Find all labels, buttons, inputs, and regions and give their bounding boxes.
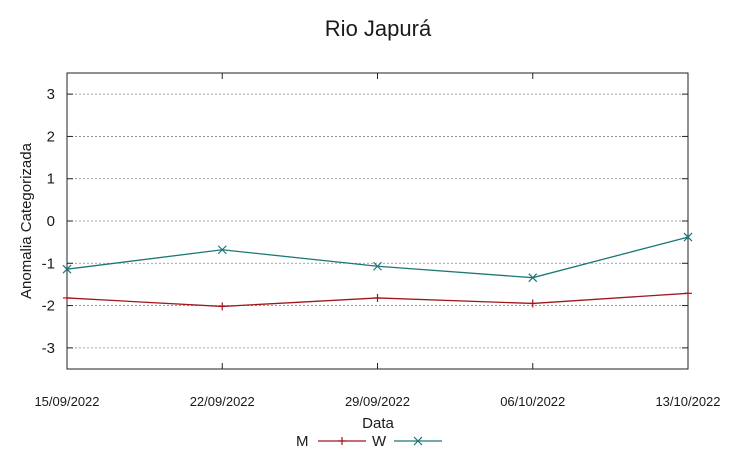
data-point-M: [684, 289, 692, 298]
y-tick-label: 3: [47, 86, 55, 103]
series-line-W: [66, 236, 689, 279]
data-point-W: [217, 245, 227, 255]
x-tick-label: 22/09/2022: [190, 394, 255, 409]
chart-title: Rio Japurá: [325, 16, 432, 41]
y-axis-label: Anomalia Categorizada: [18, 142, 35, 299]
legend-item-W: W: [372, 433, 442, 450]
data-point-M: [373, 293, 382, 302]
x-axis-ticks: 15/09/2022 22/09/2022 29/09/2022 06/10/2022…: [34, 73, 721, 409]
data-point-W: [62, 264, 72, 274]
y-tick-label: -3: [42, 340, 55, 357]
x-tick-label: 15/09/2022: [34, 394, 99, 409]
legend-label: M: [296, 433, 309, 450]
y-tick-label: 2: [47, 128, 55, 145]
x-tick-label: 29/09/2022: [345, 394, 410, 409]
data-point-M: [528, 299, 537, 308]
x-axis-label: Data: [362, 415, 394, 432]
y-tick-label: 0: [47, 213, 55, 230]
data-point-M: [63, 293, 71, 302]
legend-item-M: M: [296, 433, 366, 450]
x-tick-label: 13/10/2022: [655, 394, 720, 409]
y-tick-label: -2: [42, 298, 55, 315]
data-point-M: [218, 302, 227, 311]
y-tick-label: -1: [42, 255, 55, 272]
legend-label: W: [372, 433, 387, 450]
data-point-W: [373, 261, 382, 271]
series-lines: [62, 232, 693, 311]
data-point-W: [683, 232, 693, 242]
gridlines: [67, 93, 688, 349]
data-point-W: [528, 273, 538, 283]
y-axis-ticks: -3 -2 -1 0 1 2 3: [42, 86, 688, 357]
x-tick-label: 06/10/2022: [500, 394, 565, 409]
y-tick-label: 1: [47, 171, 55, 188]
